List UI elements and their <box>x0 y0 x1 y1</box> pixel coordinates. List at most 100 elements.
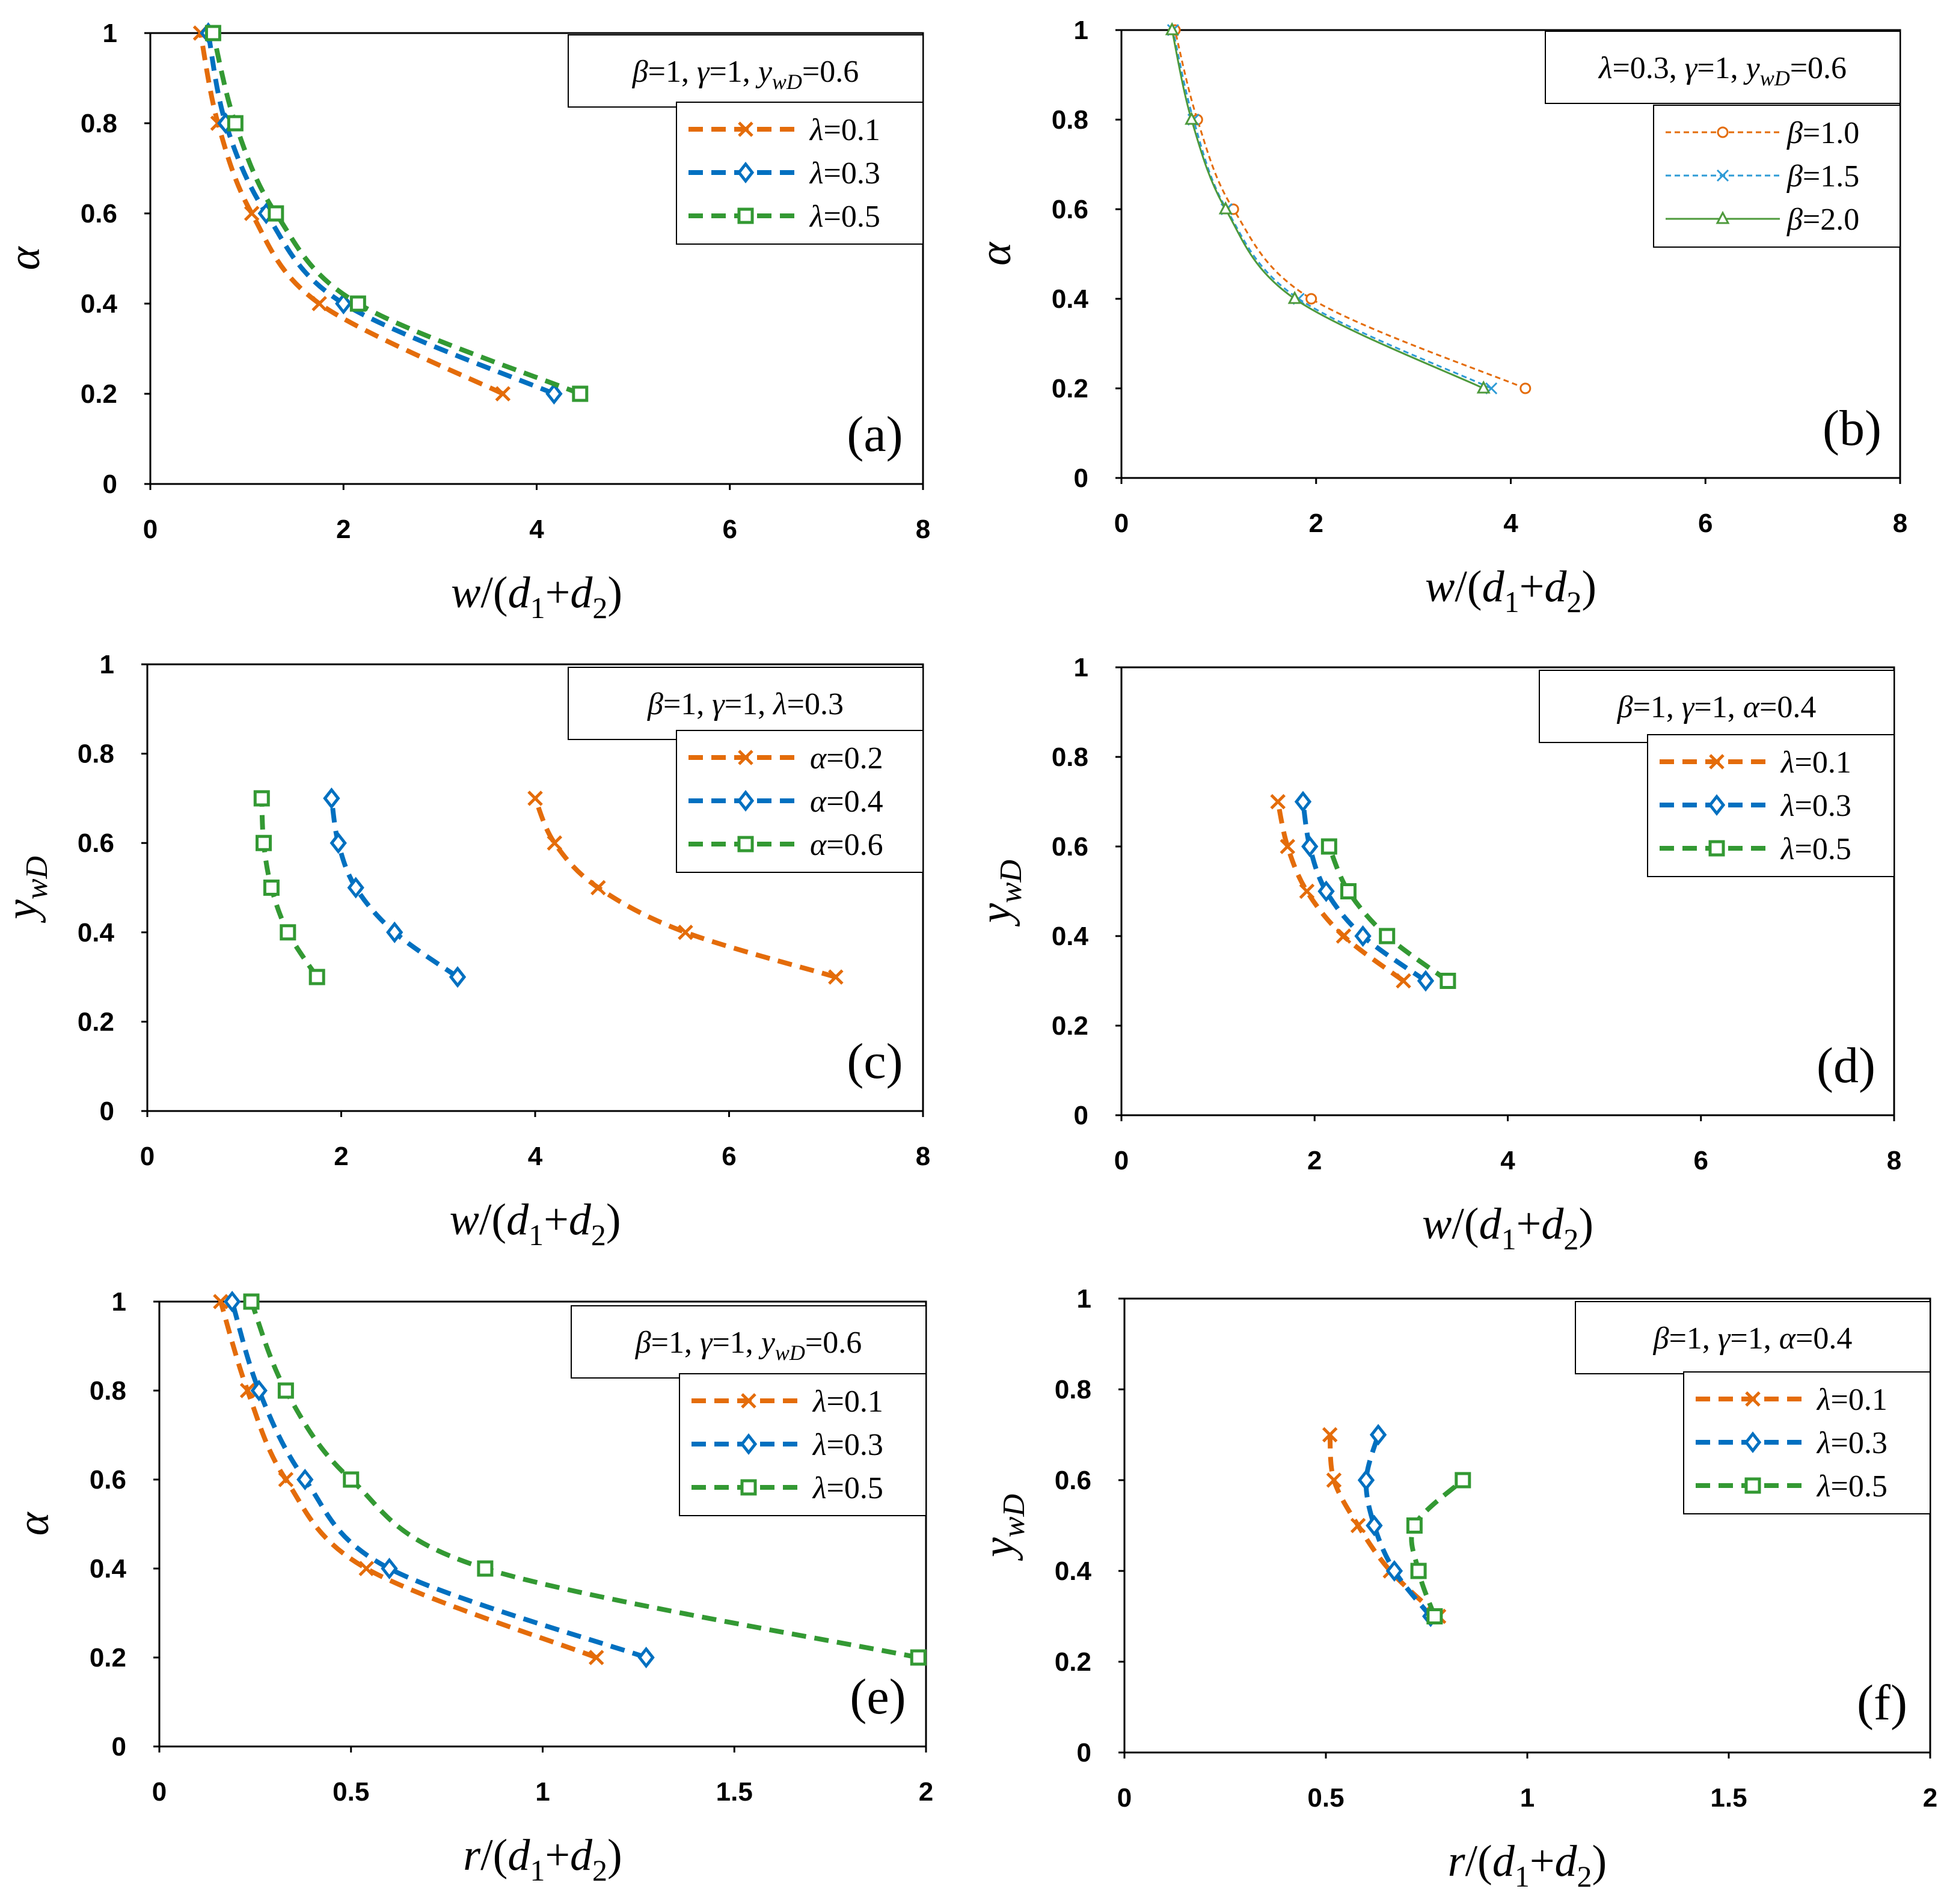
y-tick-label: 0.8 <box>78 739 114 769</box>
series-λ=0.5 <box>1320 838 1456 989</box>
data-point <box>1357 1469 1375 1492</box>
y-tick-label: 0.2 <box>1052 1011 1088 1041</box>
series-α=0.2 <box>527 791 844 985</box>
legend-marker <box>738 121 753 137</box>
panel-a: 0 2 4 6 8 0 0.2 0.4 0.6 0.8 1 w/(d1+d2) α β=1, γ=1, y… <box>0 19 930 625</box>
data-point <box>1366 1514 1383 1537</box>
legend-label: β=1.0 <box>1786 116 1859 150</box>
data-point <box>253 790 270 807</box>
data-point <box>268 205 284 222</box>
panel-c: 0 2 4 6 8 0 0.2 0.4 0.6 0.8 1 w/(d1+d2) ywD β=1, γ=1,… <box>0 650 930 1252</box>
panel-label: (f) <box>1857 1675 1907 1731</box>
y-tick-label: 0.6 <box>1052 832 1088 862</box>
y-tick-label: 0 <box>1074 464 1088 493</box>
x-axis-title: w/(d1+d2) <box>1422 1199 1593 1256</box>
series-line <box>210 32 581 396</box>
x-tick-label: 6 <box>722 1142 736 1171</box>
x-tick-label: 0 <box>140 1142 155 1171</box>
series-line <box>230 1300 647 1660</box>
data-point <box>349 295 366 312</box>
series-line <box>1275 801 1405 983</box>
data-point <box>527 791 543 806</box>
data-point <box>1410 1563 1427 1579</box>
y-tick-label: 0.8 <box>81 109 117 138</box>
data-point <box>1317 880 1335 902</box>
panel-label: (a) <box>847 406 903 462</box>
data-point <box>1455 1472 1471 1489</box>
series-λ=0.3 <box>200 22 563 405</box>
data-point <box>386 921 403 943</box>
data-point <box>223 1290 241 1313</box>
x-tick-label: 0 <box>1114 509 1129 538</box>
annotation-box <box>1545 31 1901 104</box>
data-point <box>330 832 347 854</box>
legend-marker <box>1744 1431 1762 1454</box>
x-tick-label: 4 <box>528 1142 543 1171</box>
legend-marker <box>1744 1477 1761 1494</box>
data-point <box>1476 380 1491 394</box>
data-point <box>477 1560 494 1577</box>
data-point <box>590 880 606 896</box>
y-tick-label: 0.2 <box>78 1007 114 1036</box>
x-axis-title: w/(d1+d2) <box>451 568 622 625</box>
x-tick-label: 1.5 <box>1710 1783 1747 1813</box>
x-tick-label: 2 <box>336 515 351 544</box>
x-tick-label: 8 <box>1893 509 1907 538</box>
y-tick-label: 0 <box>112 1732 126 1762</box>
series-line <box>1172 29 1492 390</box>
y-tick-label: 1 <box>112 1287 126 1317</box>
x-tick-label: 4 <box>1500 1146 1515 1175</box>
y-tick-label: 1 <box>1074 16 1088 45</box>
annotation-text: β=1, γ=1, λ=0.3 <box>647 687 844 721</box>
annotation-box <box>568 667 924 740</box>
x-tick-label: 8 <box>916 515 930 544</box>
series-λ=0.5 <box>204 25 589 402</box>
data-point <box>277 1382 294 1399</box>
data-point <box>1354 925 1372 947</box>
y-axis-title: ywD <box>971 860 1028 927</box>
series-line <box>206 32 555 396</box>
series-line <box>1174 29 1526 390</box>
data-point <box>1379 928 1396 944</box>
y-axis-title: ywD <box>0 856 54 923</box>
series-λ=0.1 <box>213 1294 604 1665</box>
legend-marker <box>740 1479 757 1496</box>
data-point <box>1440 973 1456 989</box>
data-point <box>308 969 325 985</box>
data-point <box>278 1472 294 1487</box>
data-point <box>449 966 467 988</box>
legend-label: λ=0.3 <box>1780 789 1851 823</box>
x-tick-label: 2 <box>334 1142 348 1171</box>
legend-marker <box>741 1393 756 1409</box>
y-tick-label: 0.4 <box>1052 922 1089 951</box>
x-tick-label: 4 <box>529 515 544 544</box>
data-point <box>1417 970 1435 992</box>
data-point <box>1519 382 1532 394</box>
series-λ=0.3 <box>223 1290 655 1669</box>
data-point <box>1294 791 1312 813</box>
data-point <box>1369 1424 1387 1446</box>
data-point <box>250 1379 268 1402</box>
legend-label: λ=0.3 <box>812 1428 883 1462</box>
legend-label: β=2.0 <box>1786 203 1859 237</box>
legend-label: λ=0.5 <box>812 1471 883 1505</box>
data-point <box>347 877 364 899</box>
data-point <box>1426 1608 1443 1624</box>
legend-label: λ=0.5 <box>1780 832 1851 866</box>
data-point <box>637 1646 655 1669</box>
data-point <box>1299 883 1315 899</box>
data-point <box>263 880 280 896</box>
y-tick-label: 0 <box>103 470 117 499</box>
y-tick-label: 0.6 <box>78 828 114 858</box>
x-tick-label: 0.5 <box>1307 1783 1344 1813</box>
data-point <box>678 925 693 940</box>
annotation-text: β=1, γ=1, ywD​=0.6 <box>632 55 859 94</box>
annotation-text: λ=0.3, γ=1, ywD​=0.6 <box>1598 51 1847 90</box>
annotation-text: β=1, γ=1, α=0.4 <box>1653 1321 1853 1356</box>
y-tick-label: 0.8 <box>90 1376 126 1406</box>
data-point <box>1185 111 1199 125</box>
data-point <box>545 382 563 405</box>
x-tick-label: 1.5 <box>716 1777 753 1807</box>
data-point <box>296 1468 314 1491</box>
x-tick-label: 6 <box>1698 509 1713 538</box>
